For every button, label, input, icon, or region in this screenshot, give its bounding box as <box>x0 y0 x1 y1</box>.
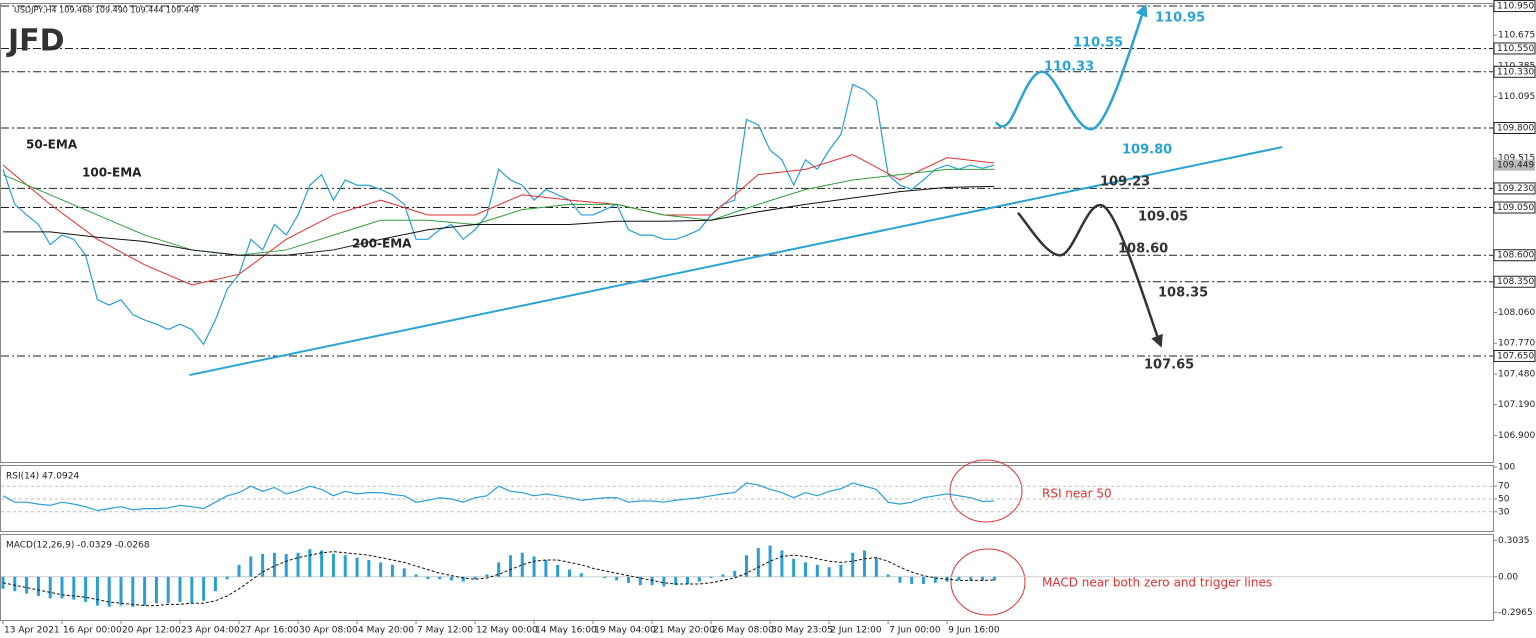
x-tick-label: 16 Apr 00:00 <box>63 626 122 636</box>
signal-line <box>2 551 995 607</box>
ema-line <box>2 168 995 256</box>
y-tick-label: 110.675 <box>1498 31 1535 41</box>
x-tick-label: 19 May 04:00 <box>594 626 656 636</box>
ema-line <box>3 185 995 256</box>
x-tick-label: 7 May 12:00 <box>417 626 473 636</box>
level-box <box>1493 182 1536 195</box>
highlight-circle <box>949 459 1023 523</box>
y-tick-label: 106.900 <box>1498 431 1535 441</box>
level-box <box>1493 42 1536 55</box>
x-tick-label: 23 Apr 04:00 <box>181 626 240 636</box>
level-annotation: 109.05 <box>1138 210 1188 225</box>
y-tick-label: 50 <box>1498 495 1510 505</box>
level-box <box>1493 201 1536 214</box>
y-tick-label: 108.060 <box>1498 308 1535 318</box>
y-tick-label: -0.2965 <box>1498 608 1533 618</box>
y-tick-label: 109.515 <box>1498 154 1535 164</box>
x-tick-label: 30 May 23:05 <box>771 626 833 636</box>
level-box <box>1493 275 1536 288</box>
rsi-header: RSI(14) 47.0924 <box>6 472 79 482</box>
x-tick-label: 27 Apr 16:00 <box>240 626 299 636</box>
ema-label: 50-EMA <box>26 138 78 152</box>
y-tick-label: 100 <box>1498 463 1515 473</box>
trendline <box>189 146 1283 377</box>
level-box <box>1493 121 1536 134</box>
x-tick-label: 4 May 20:00 <box>358 626 414 636</box>
level-label: 109.800 <box>1497 123 1534 133</box>
ema-label: 100-EMA <box>82 166 142 180</box>
x-tick-label: 7 Jun 00:00 <box>889 626 941 636</box>
x-tick-label: 26 May 08:00 <box>712 626 774 636</box>
level-box <box>1493 0 1536 13</box>
ema-label: 200-EMA <box>352 237 412 251</box>
x-tick-label: 20 Apr 12:00 <box>122 626 181 636</box>
level-annotation: 110.55 <box>1073 36 1123 51</box>
y-tick-label: 110.095 <box>1498 92 1535 102</box>
scenario-path <box>995 3 1148 131</box>
level-annotation: 110.33 <box>1044 60 1094 75</box>
rsi-note: RSI near 50 <box>1042 487 1112 501</box>
x-tick-label: 2 Jun 12:00 <box>830 626 882 636</box>
level-label: 109.050 <box>1497 203 1534 213</box>
main-frame <box>0 3 1494 463</box>
y-tick-label: 30 <box>1498 507 1510 517</box>
price-line <box>2 482 995 512</box>
level-annotation: 110.95 <box>1155 11 1205 26</box>
x-tick-label: 30 Apr 08:00 <box>299 626 358 636</box>
y-tick-label: 0.00 <box>1498 572 1518 582</box>
x-tick-label: 13 Apr 2021 <box>4 626 60 636</box>
level-label: 110.550 <box>1497 44 1534 54</box>
level-box <box>1493 249 1536 262</box>
highlight-circle <box>950 548 1026 616</box>
symbol-header: USDJPY,H4 109.468 109.490 109.444 109.44… <box>14 6 199 15</box>
level-label: 108.600 <box>1497 251 1534 261</box>
level-annotation: 109.23 <box>1100 175 1150 190</box>
ema-line <box>2 153 995 286</box>
level-box <box>1493 65 1536 78</box>
scenario-path <box>1017 203 1163 348</box>
level-annotation: 109.80 <box>1122 143 1172 158</box>
y-tick-label: 107.190 <box>1498 400 1535 410</box>
macd-note: MACD near both zero and trigger lines <box>1042 576 1272 590</box>
macd-header: MACD(12,26,9) -0.0329 -0.0268 <box>6 541 150 551</box>
level-label: 107.650 <box>1497 351 1534 361</box>
level-annotation: 107.65 <box>1144 358 1194 373</box>
current-price-box <box>1494 159 1535 171</box>
price-line <box>2 83 995 346</box>
y-tick-label: 107.770 <box>1498 339 1535 349</box>
level-annotation: 108.60 <box>1118 242 1168 257</box>
x-tick-label: 12 May 00:00 <box>476 626 538 636</box>
x-tick-label: 14 May 16:00 <box>535 626 597 636</box>
x-tick-label: 21 May 20:00 <box>653 626 715 636</box>
macd-frame <box>0 534 1494 621</box>
y-tick-label: 70 <box>1498 482 1510 492</box>
current-price-label: 109.449 <box>1497 161 1534 171</box>
level-label: 110.330 <box>1497 67 1534 77</box>
logo: JFD <box>6 24 65 59</box>
x-tick-label: 9 Jun 16:00 <box>948 626 1000 636</box>
level-label: 110.950 <box>1497 2 1534 12</box>
y-tick-label: 107.480 <box>1498 369 1535 379</box>
level-box <box>1493 349 1536 362</box>
level-label: 109.230 <box>1497 184 1534 194</box>
level-annotation: 108.35 <box>1158 286 1208 301</box>
rsi-frame <box>0 465 1494 532</box>
level-label: 108.350 <box>1497 277 1534 287</box>
y-tick-label: 0.3035 <box>1498 536 1530 546</box>
